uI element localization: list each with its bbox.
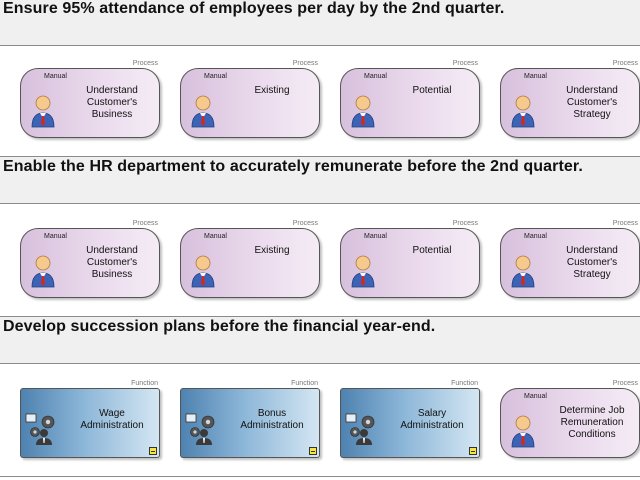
process-box[interactable]: Process Manual Understand Customer's Str… bbox=[500, 220, 640, 298]
card-text: Salary Administration bbox=[400, 408, 464, 431]
manual-label: Manual bbox=[44, 73, 67, 80]
process-box[interactable]: Process Manual Understand Customer's Bus… bbox=[20, 220, 160, 298]
process-box[interactable]: Process Manual Understand Customer's Bus… bbox=[20, 60, 160, 138]
manual-label: Manual bbox=[204, 233, 227, 240]
goal-band: Develop succession plans before the fina… bbox=[0, 316, 640, 364]
gear-person-icon bbox=[345, 413, 375, 445]
person-icon bbox=[351, 95, 375, 128]
card-text: Understand Customer's Business bbox=[86, 245, 138, 280]
card-text: Determine Job Remuneration Conditions bbox=[559, 405, 625, 440]
goal-title: Ensure 95% attendance of employees per d… bbox=[3, 0, 505, 17]
type-label: Process bbox=[612, 60, 638, 67]
card-text: Potential bbox=[412, 85, 452, 96]
manual-label: Manual bbox=[364, 233, 387, 240]
process-box[interactable]: Process Manual Existing bbox=[180, 60, 320, 138]
type-label: Function bbox=[131, 380, 158, 387]
type-label: Process bbox=[612, 220, 638, 227]
person-icon bbox=[511, 95, 535, 128]
type-label: Process bbox=[612, 380, 638, 387]
goal-band: Ensure 95% attendance of employees per d… bbox=[0, 0, 640, 46]
person-icon bbox=[511, 255, 535, 288]
minimize-icon[interactable] bbox=[469, 447, 477, 455]
goal-row: Process Manual Understand Customer's Bus… bbox=[0, 206, 640, 316]
goal-title: Enable the HR department to accurately r… bbox=[3, 158, 583, 175]
person-icon bbox=[351, 255, 375, 288]
manual-label: Manual bbox=[364, 73, 387, 80]
card-text: Understand Customer's Business bbox=[86, 85, 138, 120]
person-icon bbox=[511, 415, 535, 448]
type-label: Process bbox=[292, 220, 318, 227]
manual-label: Manual bbox=[44, 233, 67, 240]
function-shape bbox=[20, 388, 160, 458]
type-label: Process bbox=[452, 60, 478, 67]
bottom-divider bbox=[0, 476, 640, 477]
gear-person-icon bbox=[25, 413, 55, 445]
process-box[interactable]: Process Manual Determine Job Remuneratio… bbox=[500, 380, 640, 458]
type-label: Process bbox=[132, 60, 158, 67]
type-label: Process bbox=[132, 220, 158, 227]
function-box[interactable]: Function Salary Administration bbox=[340, 380, 480, 458]
process-box[interactable]: Process Manual Potential bbox=[340, 60, 480, 138]
manual-label: Manual bbox=[524, 393, 547, 400]
function-box[interactable]: Function Bonus Administration bbox=[180, 380, 320, 458]
card-text: Understand Customer's Strategy bbox=[566, 85, 618, 120]
gear-person-icon bbox=[185, 413, 215, 445]
manual-label: Manual bbox=[524, 233, 547, 240]
type-label: Process bbox=[452, 220, 478, 227]
type-label: Function bbox=[291, 380, 318, 387]
person-icon bbox=[31, 95, 55, 128]
card-text: Existing bbox=[254, 85, 290, 96]
type-label: Function bbox=[451, 380, 478, 387]
minimize-icon[interactable] bbox=[309, 447, 317, 455]
card-text: Understand Customer's Strategy bbox=[566, 245, 618, 280]
goal-row: Function Wage Administration Function bbox=[0, 366, 640, 476]
goal-band: Enable the HR department to accurately r… bbox=[0, 156, 640, 204]
person-icon bbox=[31, 255, 55, 288]
goal-title: Develop succession plans before the fina… bbox=[3, 318, 436, 335]
minimize-icon[interactable] bbox=[149, 447, 157, 455]
card-text: Potential bbox=[412, 245, 452, 256]
card-text: Wage Administration bbox=[80, 408, 144, 431]
card-text: Bonus Administration bbox=[240, 408, 304, 431]
type-label: Process bbox=[292, 60, 318, 67]
manual-label: Manual bbox=[204, 73, 227, 80]
function-box[interactable]: Function Wage Administration bbox=[20, 380, 160, 458]
card-text: Existing bbox=[254, 245, 290, 256]
process-box[interactable]: Process Manual Existing bbox=[180, 220, 320, 298]
process-box[interactable]: Process Manual Potential bbox=[340, 220, 480, 298]
manual-label: Manual bbox=[524, 73, 547, 80]
person-icon bbox=[191, 255, 215, 288]
process-box[interactable]: Process Manual Understand Customer's Str… bbox=[500, 60, 640, 138]
goal-row: Process Manual Understand Customer's Bus… bbox=[0, 46, 640, 156]
person-icon bbox=[191, 95, 215, 128]
